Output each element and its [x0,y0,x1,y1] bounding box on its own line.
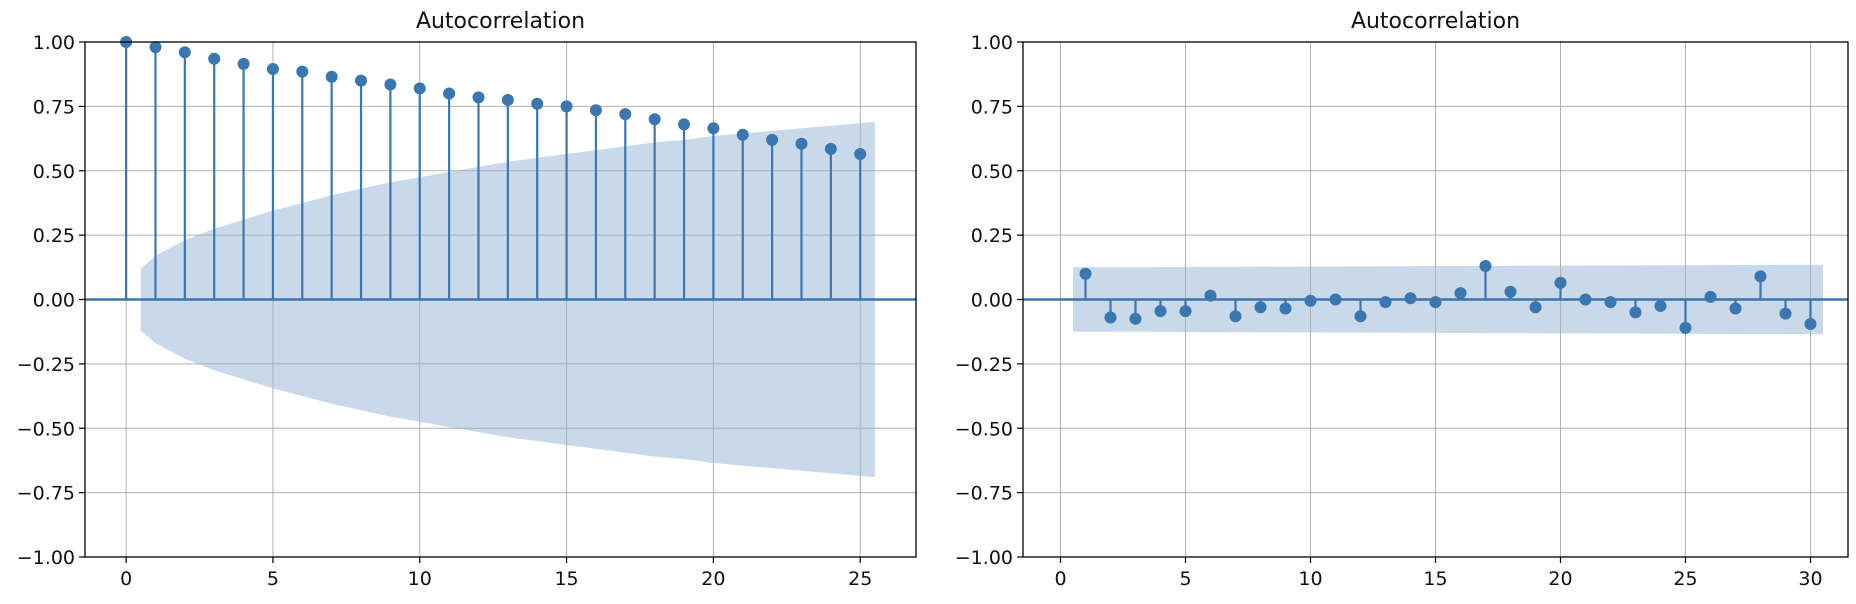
stem-marker [1254,301,1267,314]
stem-marker [560,100,573,113]
y-tick-label: −0.25 [17,354,75,376]
stem-marker [1379,296,1392,309]
stem-marker [1429,296,1442,309]
stem-marker [1104,311,1117,324]
stem-marker [1529,301,1542,314]
x-tick-label: 15 [554,568,578,590]
chart-panel-1: 0 5 10 15 20 25 −1.00 −0.75 −0.50 −0.25 0.00 0.25 0.… [17,9,917,590]
stem-marker [1329,293,1342,306]
stem-marker [296,65,309,78]
stem-marker [736,128,749,141]
stem-marker [648,113,661,126]
stem-marker [1279,302,1292,315]
x-tick-label: 10 [408,568,432,590]
y-tick-label: −0.75 [17,483,75,505]
stem-marker [678,118,691,131]
stem-marker [766,133,779,146]
x-tick-label: 5 [1179,568,1191,590]
stem-marker [1729,302,1742,315]
x-tick-label: 15 [1423,568,1447,590]
x-tick-label: 0 [1054,568,1066,590]
stem-marker [1179,305,1192,318]
y-tick-label: −0.50 [955,418,1013,440]
stem-marker [1779,307,1792,320]
y-tick-label: 1.00 [33,32,75,54]
stem-marker [1604,296,1617,309]
stem-marker [1804,317,1817,330]
y-tick-label: −0.50 [17,418,75,440]
stem-marker [237,57,250,70]
stem-marker [1204,289,1217,302]
y-tick-label: 1.00 [971,32,1013,54]
stem-marker [1704,290,1717,303]
chart-panel-2: 0 5 10 15 20 25 30 −1.00 −0.75 −0.50 −0.25 0.00 0.25… [955,9,1849,590]
stem-marker [472,91,485,104]
x-tick-label: 20 [701,568,725,590]
stem-marker [1154,305,1167,318]
y-tick-label: −0.25 [955,354,1013,376]
x-tick-label: 10 [1298,568,1322,590]
stem-marker [707,122,720,135]
y-tick-label: 0.50 [33,161,75,183]
x-tick-label: 30 [1798,568,1822,590]
stem-marker [208,52,221,65]
y-tick-label: −0.75 [955,483,1013,505]
stem-marker [619,108,632,121]
y-tick-label: −1.00 [955,547,1013,569]
stem-marker [795,137,808,150]
stem-marker [1304,294,1317,307]
y-tick-label: 0.25 [971,225,1013,247]
chart-title: Autocorrelation [416,9,585,34]
stem-marker [1679,321,1692,334]
stem-marker [1754,270,1767,283]
x-tick-label: 25 [848,568,872,590]
stem-marker [266,63,279,76]
stem-marker [1554,276,1567,289]
stem-marker [325,70,338,83]
stem-marker [1479,260,1492,273]
stem-marker [1454,287,1467,300]
stem-marker [1229,310,1242,323]
x-tick-label: 5 [267,568,279,590]
y-tick-label: 0.50 [971,161,1013,183]
stem-marker [1629,306,1642,319]
stem-marker [443,87,456,100]
x-tick-label: 25 [1673,568,1697,590]
stem-marker [1079,267,1092,280]
y-tick-label: 0.75 [971,96,1013,118]
y-tick-label: 0.00 [33,290,75,312]
stem-marker [854,148,867,161]
chart-title: Autocorrelation [1351,9,1520,34]
stem-marker [1354,310,1367,323]
stem-marker [149,41,162,54]
stem-marker [1579,293,1592,306]
stem-marker [501,93,514,106]
stem-marker [1654,299,1667,312]
stem-marker [589,104,602,117]
stem-marker [824,142,837,155]
stem-marker [531,97,544,110]
y-tick-label: −1.00 [17,547,75,569]
x-tick-label: 20 [1548,568,1572,590]
x-tick-label: 0 [120,568,132,590]
stem-marker [384,78,397,91]
stem-marker [413,82,426,95]
stem-marker [355,74,368,87]
stem-marker [1504,285,1517,298]
y-tick-label: 0.00 [971,290,1013,312]
stem-marker [1129,312,1142,325]
stem-marker [1404,292,1417,305]
y-tick-label: 0.75 [33,96,75,118]
y-tick-label: 0.25 [33,225,75,247]
stem-marker [178,46,191,59]
